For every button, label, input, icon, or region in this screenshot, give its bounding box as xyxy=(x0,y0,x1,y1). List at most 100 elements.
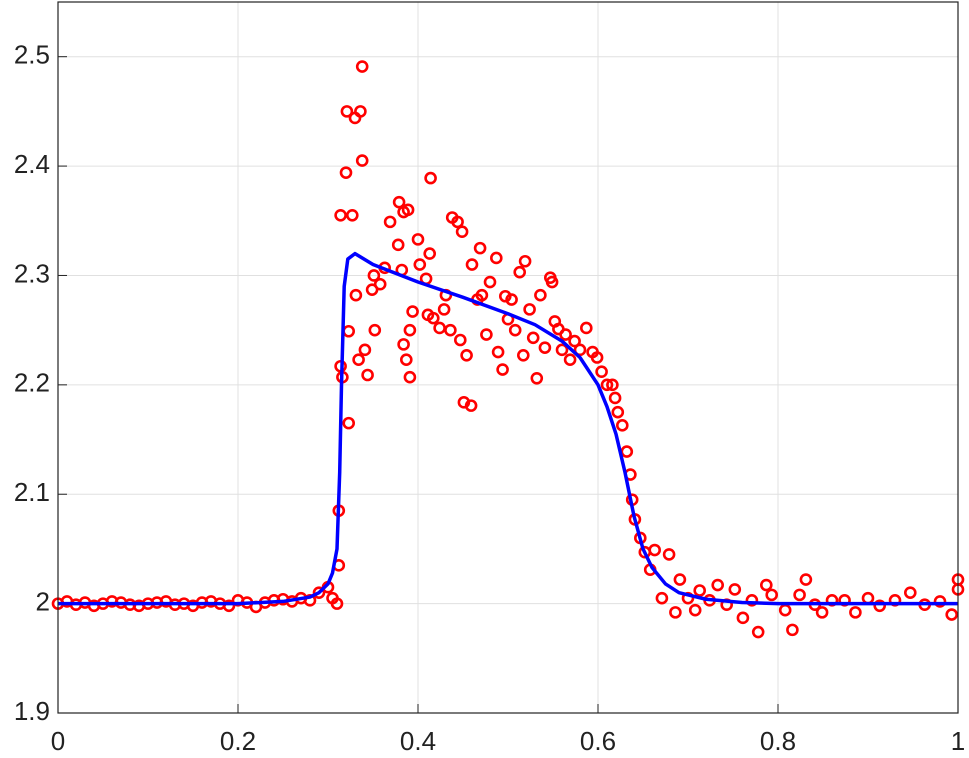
scatter-point xyxy=(399,353,413,366)
scatter-point xyxy=(342,416,356,430)
scatter-point xyxy=(799,573,813,586)
scatter-point xyxy=(815,606,829,619)
scatter-point xyxy=(475,288,489,302)
line xyxy=(58,251,958,606)
scatter-point xyxy=(480,328,493,341)
scatter-point xyxy=(465,258,479,271)
scatter-point xyxy=(330,597,344,610)
scatter-point xyxy=(559,328,572,341)
scatter-point xyxy=(786,623,799,637)
scatter-point xyxy=(401,203,415,217)
scatter-point xyxy=(354,105,367,118)
scatter-point xyxy=(397,338,410,351)
scatter-point xyxy=(673,573,687,586)
scatter-point xyxy=(573,343,587,357)
scatter-point xyxy=(873,599,887,613)
scatter-point xyxy=(711,578,725,592)
scatter-point xyxy=(751,625,765,639)
scatter-point xyxy=(945,608,959,621)
scatter-point xyxy=(453,333,467,347)
scatter-point xyxy=(534,288,547,302)
scatter-point xyxy=(736,611,750,625)
scatter-point xyxy=(222,599,236,613)
scatter-point xyxy=(526,331,540,345)
scatter-point xyxy=(648,543,662,557)
y-tick-label: 2.2 xyxy=(14,368,50,398)
scatter-point xyxy=(793,588,806,602)
scatter-point xyxy=(608,391,622,405)
scatter-point xyxy=(464,399,478,412)
scatter-point xyxy=(413,258,427,271)
y-tick-label: 2.4 xyxy=(14,149,50,179)
scatter-point xyxy=(903,586,917,599)
scatter-point xyxy=(669,606,682,619)
scatter-point xyxy=(358,343,372,357)
scatter-point xyxy=(483,275,497,289)
scatter-point xyxy=(411,233,425,246)
scatter-point xyxy=(455,225,469,239)
scatter-point xyxy=(745,594,759,607)
y-tick-label: 2.5 xyxy=(14,40,50,70)
scatter-point xyxy=(516,349,530,362)
scatter-point xyxy=(615,419,629,432)
x-tick-label: 0 xyxy=(51,726,65,756)
x-tick-label: 0.2 xyxy=(220,726,256,756)
scatter-point xyxy=(606,378,619,392)
scatter-point xyxy=(662,548,676,561)
scatter-point xyxy=(579,321,593,335)
scatter-point xyxy=(368,323,382,337)
scatter-point xyxy=(391,238,405,252)
scatter-point xyxy=(538,341,552,354)
scatter-point xyxy=(403,323,417,337)
scatter-point xyxy=(367,269,381,282)
y-tick-label: 2.3 xyxy=(14,258,50,288)
scatter-point xyxy=(491,345,505,359)
scatter-point xyxy=(392,195,406,209)
scatter-point xyxy=(655,591,669,605)
scatter-point xyxy=(590,351,604,364)
scatter-point xyxy=(933,595,947,608)
scatter-point xyxy=(424,171,437,185)
scatter-point xyxy=(340,105,354,118)
scatter-point xyxy=(334,209,347,222)
scatter-point xyxy=(555,343,569,357)
scatter-point xyxy=(473,241,487,255)
scatter-point xyxy=(498,289,512,303)
scatter-point xyxy=(688,603,702,617)
scatter-point xyxy=(383,215,397,229)
y-tick-label: 2 xyxy=(36,586,50,616)
scatter-point xyxy=(600,378,614,392)
scatter-point xyxy=(423,247,437,260)
scatter-point xyxy=(693,584,707,597)
scatter-point xyxy=(523,303,536,316)
scatter-point xyxy=(437,303,451,316)
axes-box xyxy=(57,1,959,714)
scatter-point xyxy=(849,606,862,619)
scatter-point xyxy=(355,154,369,167)
scatter-point xyxy=(505,293,518,306)
y-tick-label: 2.1 xyxy=(14,477,50,507)
scatter-point xyxy=(406,305,419,318)
x-tick-label: 1 xyxy=(951,726,965,756)
scatter-point xyxy=(349,288,363,302)
scatter-point xyxy=(728,583,742,596)
scatter-point xyxy=(361,368,374,382)
scatter-point xyxy=(451,215,464,229)
scatter-point xyxy=(460,349,473,362)
plot-area xyxy=(58,2,958,713)
scatter-point xyxy=(373,277,387,291)
scatter-point xyxy=(345,209,359,222)
scatter-point xyxy=(312,586,326,599)
scatter-point xyxy=(759,578,773,592)
scatter-point xyxy=(489,251,503,265)
scatter-point xyxy=(530,371,544,385)
scatter-point xyxy=(545,275,559,289)
x-tick-label: 0.8 xyxy=(760,726,796,756)
y-tick-label: 1.9 xyxy=(14,696,50,726)
scatter-point xyxy=(765,588,779,602)
scatter-point xyxy=(444,323,457,337)
scatter-point xyxy=(563,353,577,366)
x-tick-label: 0.4 xyxy=(400,726,436,756)
x-tick-label: 0.6 xyxy=(580,726,616,756)
